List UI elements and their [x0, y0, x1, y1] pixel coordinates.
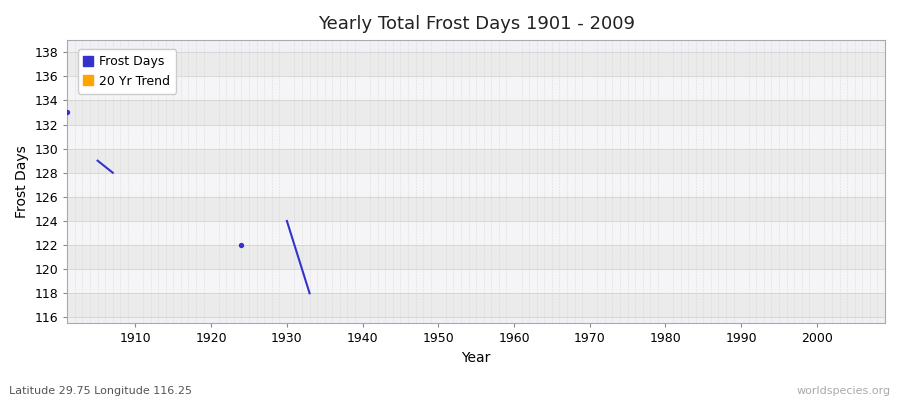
Bar [68, 269, 885, 293]
Text: worldspecies.org: worldspecies.org [796, 386, 891, 396]
Bar [68, 245, 885, 269]
Bar [68, 173, 885, 197]
Legend: Frost Days, 20 Yr Trend: Frost Days, 20 Yr Trend [77, 49, 176, 94]
Text: Latitude 29.75 Longitude 116.25: Latitude 29.75 Longitude 116.25 [9, 386, 192, 396]
Bar [68, 76, 885, 100]
Bar [68, 293, 885, 317]
Title: Yearly Total Frost Days 1901 - 2009: Yearly Total Frost Days 1901 - 2009 [318, 15, 634, 33]
Bar [68, 124, 885, 149]
Bar [68, 52, 885, 76]
Bar [68, 221, 885, 245]
Bar [68, 197, 885, 221]
Bar [68, 149, 885, 173]
Y-axis label: Frost Days: Frost Days [15, 145, 29, 218]
X-axis label: Year: Year [462, 351, 490, 365]
Point [60, 109, 75, 116]
Bar [68, 100, 885, 124]
Point [234, 242, 248, 248]
